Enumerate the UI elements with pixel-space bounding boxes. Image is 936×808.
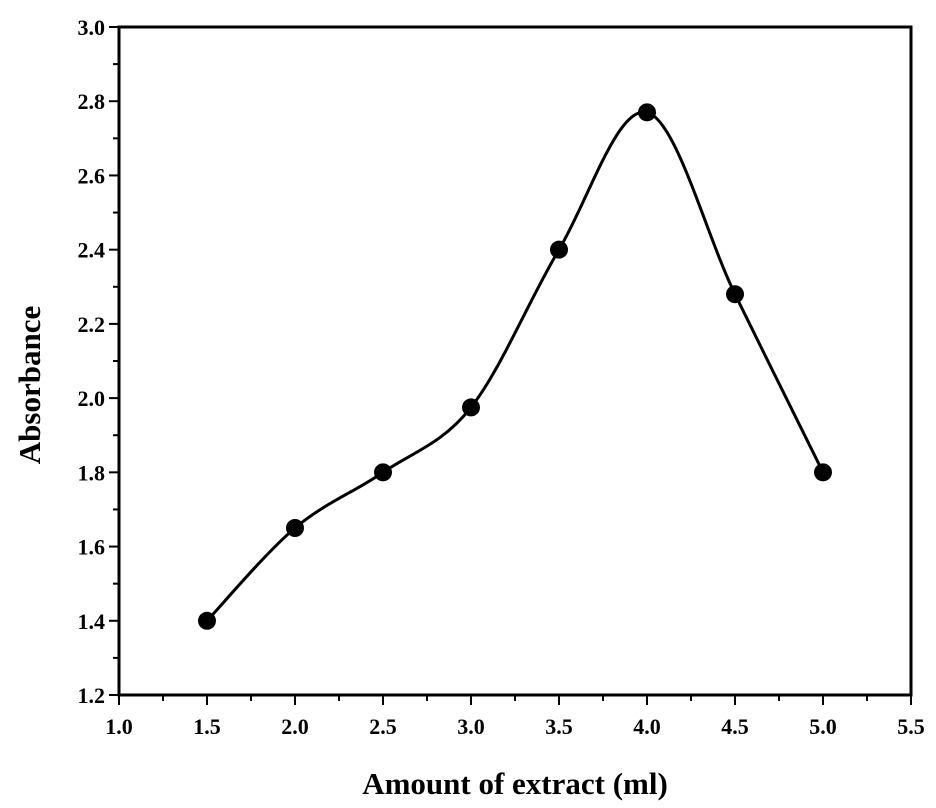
y-tick-label: 1.8: [78, 460, 106, 485]
y-tick-label: 1.6: [78, 535, 106, 560]
data-point: [462, 398, 480, 417]
x-tick-label: 1.0: [105, 714, 133, 739]
data-point: [374, 463, 392, 482]
y-tick-label: 2.0: [78, 386, 106, 411]
y-tick-label: 2.4: [78, 238, 106, 263]
plot-frame: [117, 25, 913, 697]
ticks-layer: [109, 26, 912, 705]
x-tick-label: 2.0: [281, 714, 309, 739]
x-tick-label: 5.5: [897, 714, 925, 739]
x-tick-label: 4.0: [633, 714, 661, 739]
data-point: [198, 611, 216, 630]
x-tick-label: 3.5: [545, 714, 573, 739]
y-tick-label: 2.6: [78, 163, 106, 188]
data-point: [726, 285, 744, 304]
x-axis-title: Amount of extract (ml): [362, 766, 668, 801]
x-tick-label: 3.0: [457, 714, 485, 739]
y-tick-label: 2.2: [78, 312, 106, 337]
x-tick-label: 5.0: [809, 714, 837, 739]
data-point: [814, 463, 832, 482]
points-layer: [198, 103, 832, 630]
data-point: [550, 240, 568, 259]
y-axis-title: Absorbance: [12, 306, 47, 464]
x-tick-label: 2.5: [369, 714, 397, 739]
data-point: [286, 519, 304, 537]
labels-layer: 1.0 1.5 2.0 2.5 3.0 3.5 4.0 4.5 5.0 5.5 1.2 1.4 1.6 1…: [78, 15, 925, 739]
y-tick-label: 3.0: [78, 15, 106, 40]
y-tick-label: 1.2: [78, 683, 106, 708]
y-tick-label: 2.8: [78, 89, 106, 114]
x-tick-label: 4.5: [721, 714, 749, 739]
x-tick-label: 1.5: [193, 714, 221, 739]
data-point: [638, 103, 656, 122]
series-line: [205, 110, 825, 622]
y-tick-label: 1.4: [78, 609, 106, 634]
